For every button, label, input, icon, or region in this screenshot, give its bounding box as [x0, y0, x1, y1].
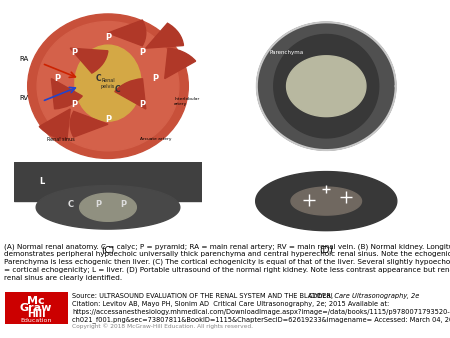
Text: P: P [105, 115, 111, 124]
Text: Citation: Levitov AB, Mayo PH, Slonim AD  Critical Care Ultrasonography, 2e; 201: Citation: Levitov AB, Mayo PH, Slonim AD… [72, 301, 389, 307]
Text: Copyright © 2018 McGraw-Hill Education. All rights reserved.: Copyright © 2018 McGraw-Hill Education. … [72, 323, 253, 329]
Text: Renal sinus: Renal sinus [47, 137, 75, 142]
Ellipse shape [37, 22, 179, 151]
Polygon shape [287, 56, 366, 117]
Polygon shape [36, 186, 180, 229]
Wedge shape [146, 23, 184, 48]
Text: (D): (D) [320, 246, 333, 255]
Text: C: C [115, 85, 120, 94]
Text: Renal
pelvis: Renal pelvis [101, 78, 115, 89]
Polygon shape [14, 162, 203, 201]
Wedge shape [39, 109, 70, 139]
Text: P: P [105, 33, 111, 42]
Text: (A) Normal renal anatomy. C = calyc; P = pyramid; RA = main renal artery; RV = m: (A) Normal renal anatomy. C = calyc; P =… [4, 243, 450, 281]
Polygon shape [274, 34, 379, 138]
Text: Source: ULTRASOUND EVALUATION OF THE RENAL SYSTEM AND THE BLADDER,: Source: ULTRASOUND EVALUATION OF THE REN… [72, 293, 335, 299]
Text: (C): (C) [101, 246, 115, 255]
Text: (A): (A) [101, 174, 115, 184]
Text: P: P [95, 200, 102, 210]
Ellipse shape [28, 14, 188, 159]
Text: Mc: Mc [27, 296, 45, 306]
Text: C: C [96, 74, 101, 83]
Polygon shape [80, 193, 136, 221]
Polygon shape [256, 172, 397, 231]
Text: Interlobular
artery: Interlobular artery [174, 97, 199, 106]
Text: https://accessanesthesiology.mhmedical.com/DownloadImage.aspx?image=/data/books/: https://accessanesthesiology.mhmedical.c… [72, 309, 450, 315]
Text: P: P [152, 74, 158, 83]
FancyBboxPatch shape [4, 292, 68, 324]
Text: Arcuate artery: Arcuate artery [140, 138, 171, 141]
Text: P: P [139, 100, 145, 109]
Wedge shape [70, 111, 108, 137]
Text: L: L [39, 177, 45, 186]
Text: Education: Education [20, 318, 52, 323]
Text: Hill: Hill [27, 309, 45, 319]
Polygon shape [257, 22, 396, 150]
Text: P: P [71, 48, 77, 57]
Text: Parenchyma: Parenchyma [270, 50, 304, 55]
Text: Graw: Graw [20, 303, 52, 313]
Text: ch021_f001.png&sec=73807811&BookID=1115&ChapterSecID=62619233&imagename= Accesse: ch021_f001.png&sec=73807811&BookID=1115&… [72, 316, 450, 323]
Wedge shape [165, 48, 196, 78]
Wedge shape [70, 48, 108, 73]
Text: C: C [67, 200, 73, 210]
Text: P: P [120, 200, 126, 210]
Text: Critical Care Ultrasonography, 2e: Critical Care Ultrasonography, 2e [309, 293, 419, 299]
Text: RV: RV [19, 95, 28, 101]
Wedge shape [115, 79, 146, 109]
Text: (B): (B) [320, 174, 333, 184]
Wedge shape [51, 78, 82, 109]
Ellipse shape [75, 45, 141, 121]
Text: P: P [71, 100, 77, 109]
Text: P: P [139, 48, 145, 57]
Text: RA: RA [19, 56, 28, 62]
Text: P: P [54, 74, 60, 83]
Polygon shape [291, 187, 361, 215]
Wedge shape [108, 20, 146, 46]
